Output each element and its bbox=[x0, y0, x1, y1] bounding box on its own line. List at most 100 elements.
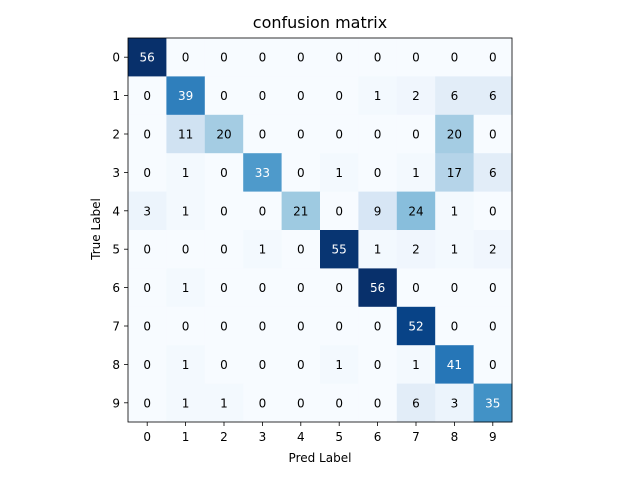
y-axis-ticks: 0 1 2 3 4 5 6 7 8 9 bbox=[112, 51, 128, 410]
cell-value-5-6: 1 bbox=[374, 243, 382, 257]
heatmap-cell-6-0 bbox=[128, 268, 167, 308]
heatmap-cell-5-1 bbox=[166, 230, 206, 269]
cell-value-2-8: 20 bbox=[447, 128, 462, 142]
cell-value-9-8: 3 bbox=[451, 396, 459, 410]
cell-value-1-6: 1 bbox=[374, 89, 382, 103]
cell-value-3-3: 33 bbox=[255, 166, 270, 180]
heatmap-cell-7-1 bbox=[166, 306, 206, 346]
heatmap-cell-1-7 bbox=[396, 76, 436, 116]
y-tick-label-4: 4 bbox=[112, 204, 120, 218]
heatmap-cell-3-6 bbox=[358, 153, 398, 193]
cell-value-9-2: 1 bbox=[220, 396, 228, 410]
cell-value-1-4: 0 bbox=[297, 89, 305, 103]
heatmap-cell-9-1 bbox=[166, 383, 206, 423]
heatmap-cell-7-2 bbox=[204, 306, 244, 346]
cell-value-8-9: 0 bbox=[489, 358, 497, 372]
heatmap-cell-4-0 bbox=[128, 191, 167, 231]
heatmap-cell-2-0 bbox=[128, 114, 167, 154]
cell-value-3-2: 0 bbox=[220, 166, 228, 180]
cell-value-7-5: 0 bbox=[335, 320, 343, 334]
cell-value-4-7: 24 bbox=[408, 204, 423, 218]
y-tick-label-0: 0 bbox=[112, 51, 120, 65]
heatmap-cell-8-0 bbox=[128, 345, 167, 385]
cell-value-5-4: 0 bbox=[297, 243, 305, 257]
heatmap-cell-4-4 bbox=[281, 191, 321, 231]
heatmap-cell-4-8 bbox=[435, 191, 475, 231]
heatmap-cell-8-5 bbox=[320, 345, 359, 385]
heatmap-cell-7-5 bbox=[320, 306, 359, 346]
plot-frame bbox=[127, 37, 513, 423]
heatmap-cell-4-2 bbox=[204, 191, 244, 231]
heatmap-cell-2-3 bbox=[243, 114, 283, 154]
cell-value-7-6: 0 bbox=[374, 320, 382, 334]
x-axis-label: Pred Label bbox=[289, 451, 352, 465]
heatmap-cell-8-1 bbox=[166, 345, 206, 385]
heatmap-cell-0-4 bbox=[281, 38, 321, 77]
heatmap-cell-8-7 bbox=[396, 345, 436, 385]
cell-value-6-6: 56 bbox=[370, 281, 385, 295]
cell-value-9-4: 0 bbox=[297, 396, 305, 410]
cell-value-1-0: 0 bbox=[143, 89, 151, 103]
cell-value-4-5: 0 bbox=[335, 204, 343, 218]
cell-value-5-1: 0 bbox=[182, 243, 190, 257]
cell-value-8-2: 0 bbox=[220, 358, 228, 372]
heatmap-cell-0-9 bbox=[473, 38, 513, 77]
heatmap-cell-2-4 bbox=[281, 114, 321, 154]
heatmap-cell-7-6 bbox=[358, 306, 398, 346]
y-tick-label-3: 3 bbox=[112, 166, 120, 180]
heatmap-cell-9-6 bbox=[358, 383, 398, 423]
heatmap-cell-3-5 bbox=[320, 153, 359, 193]
cell-value-6-7: 0 bbox=[412, 281, 420, 295]
cell-value-6-5: 0 bbox=[335, 281, 343, 295]
cell-value-3-9: 6 bbox=[489, 166, 497, 180]
cell-value-8-7: 1 bbox=[412, 358, 420, 372]
heatmap-cell-6-5 bbox=[320, 268, 359, 308]
heatmap-cell-8-9 bbox=[473, 345, 513, 385]
heatmap-cell-7-0 bbox=[128, 306, 167, 346]
heatmap-cell-3-3 bbox=[243, 153, 283, 193]
cell-value-2-9: 0 bbox=[489, 128, 497, 142]
heatmap-cell-3-4 bbox=[281, 153, 321, 193]
heatmap-cell-3-9 bbox=[473, 153, 513, 193]
heatmap-cell-5-5 bbox=[320, 230, 359, 269]
cell-value-8-1: 1 bbox=[182, 358, 190, 372]
heatmap-cell-5-3 bbox=[243, 230, 283, 269]
cell-value-4-6: 9 bbox=[374, 204, 382, 218]
heatmap-cell-6-9 bbox=[473, 268, 513, 308]
cell-value-7-9: 0 bbox=[489, 320, 497, 334]
cell-value-7-1: 0 bbox=[182, 320, 190, 334]
cell-value-8-0: 0 bbox=[143, 358, 151, 372]
heatmap-cell-2-5 bbox=[320, 114, 359, 154]
cell-value-0-4: 0 bbox=[297, 51, 305, 65]
cell-value-0-7: 0 bbox=[412, 51, 420, 65]
heatmap-cell-5-8 bbox=[435, 230, 475, 269]
cell-value-3-1: 1 bbox=[182, 166, 190, 180]
heatmap-cell-9-9 bbox=[473, 383, 513, 423]
cell-value-3-6: 0 bbox=[374, 166, 382, 180]
cell-value-0-0: 56 bbox=[140, 51, 155, 65]
heatmap-cell-5-7 bbox=[396, 230, 436, 269]
heatmap-cells bbox=[128, 38, 513, 423]
cell-value-1-3: 0 bbox=[259, 89, 267, 103]
cell-value-1-5: 0 bbox=[335, 89, 343, 103]
cell-value-4-0: 3 bbox=[143, 204, 151, 218]
heatmap-cell-3-0 bbox=[128, 153, 167, 193]
heatmap-cell-1-4 bbox=[281, 76, 321, 116]
heatmap-cell-1-9 bbox=[473, 76, 513, 116]
cell-value-5-0: 0 bbox=[143, 243, 151, 257]
heatmap-cell-8-3 bbox=[243, 345, 283, 385]
heatmap-cell-9-4 bbox=[281, 383, 321, 423]
cell-value-1-7: 2 bbox=[412, 89, 420, 103]
heatmap-cell-0-2 bbox=[204, 38, 244, 77]
cell-value-6-3: 0 bbox=[259, 281, 267, 295]
cell-value-7-7: 52 bbox=[408, 320, 423, 334]
heatmap-cell-6-8 bbox=[435, 268, 475, 308]
cell-value-8-8: 41 bbox=[447, 358, 462, 372]
y-axis-label: True Label bbox=[89, 198, 103, 261]
cell-value-1-1: 39 bbox=[178, 89, 193, 103]
heatmap-cell-5-0 bbox=[128, 230, 167, 269]
y-tick-label-1: 1 bbox=[112, 89, 120, 103]
cell-value-2-6: 0 bbox=[374, 128, 382, 142]
